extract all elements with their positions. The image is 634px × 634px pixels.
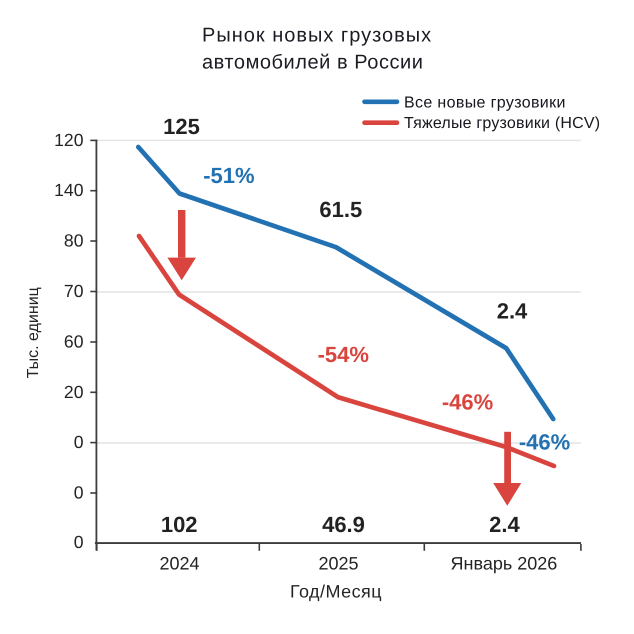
svg-text:2025: 2025 (318, 554, 358, 574)
svg-text:46.9: 46.9 (322, 512, 365, 537)
svg-text:140: 140 (54, 180, 84, 200)
svg-text:Рынок новых грузовых: Рынок новых грузовых (202, 25, 432, 47)
svg-text:Все новые грузовики: Все новые грузовики (404, 94, 566, 111)
svg-text:61.5: 61.5 (319, 197, 362, 222)
svg-text:Тяжелые грузовики (HCV): Тяжелые грузовики (HCV) (404, 115, 600, 132)
svg-text:Год/Месяц: Год/Месяц (290, 581, 382, 601)
svg-text:2.4: 2.4 (497, 298, 528, 323)
svg-text:102: 102 (161, 512, 198, 537)
svg-text:-51%: -51% (203, 163, 254, 188)
svg-text:Январь 2026: Январь 2026 (451, 554, 558, 574)
svg-text:80: 80 (64, 231, 84, 251)
svg-text:20: 20 (64, 382, 84, 402)
svg-text:Тыс. единиц: Тыс. единиц (25, 287, 42, 378)
svg-text:60: 60 (64, 332, 84, 352)
svg-text:120: 120 (54, 130, 84, 150)
svg-text:2.4: 2.4 (489, 512, 520, 537)
svg-text:0: 0 (74, 532, 84, 552)
svg-text:2024: 2024 (159, 554, 199, 574)
svg-text:70: 70 (64, 281, 84, 301)
svg-text:-46%: -46% (519, 429, 570, 454)
svg-text:-46%: -46% (442, 389, 493, 414)
svg-text:-54%: -54% (318, 342, 369, 367)
svg-text:0: 0 (74, 432, 84, 452)
svg-text:0: 0 (74, 483, 84, 503)
svg-text:125: 125 (163, 114, 200, 139)
svg-text:автомобилей в России: автомобилей в России (202, 51, 424, 73)
